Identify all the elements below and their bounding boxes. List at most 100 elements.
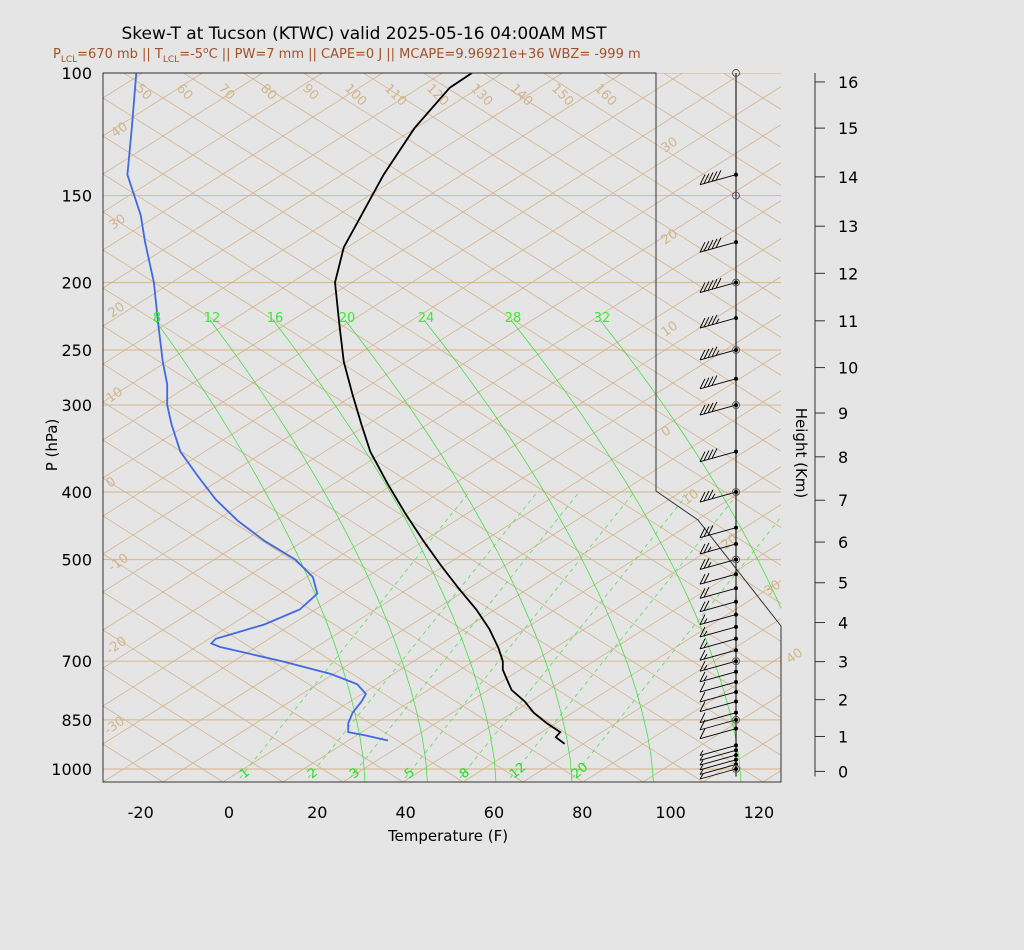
barb-station-dot xyxy=(734,612,738,617)
wind-barb xyxy=(699,375,738,390)
wind-barb xyxy=(699,659,738,672)
dry-adiabat-line xyxy=(103,667,284,782)
moist-adiabat-label: 24 xyxy=(418,311,435,326)
height-tick-label: 16 xyxy=(838,73,858,92)
height-tick-label: 13 xyxy=(838,217,858,236)
barb-station-dot xyxy=(734,376,738,381)
dry-adiabat-line xyxy=(122,73,781,490)
mixing-ratio-line xyxy=(571,516,781,779)
wind-barb xyxy=(699,525,738,539)
moist-adiabat-line xyxy=(510,319,742,782)
dry-adiabat-line xyxy=(103,591,404,782)
barb-level-marker xyxy=(732,401,740,410)
height-tick-label: 7 xyxy=(838,491,848,510)
barb-station-dot xyxy=(734,624,738,629)
wind-barb xyxy=(699,489,738,503)
mixing-ratio-label: 12 xyxy=(507,760,529,782)
isotherm-line xyxy=(103,73,264,175)
mixing-ratio-line xyxy=(349,490,581,779)
isotherm-line xyxy=(642,694,781,782)
height-tick-label: 3 xyxy=(838,653,848,672)
isotherm-line xyxy=(702,732,781,782)
mixing-ratio-line xyxy=(404,490,636,779)
barb-station-dot xyxy=(734,669,738,674)
height-axis-label: Height (Km) xyxy=(792,408,810,499)
dry-adiabat-line xyxy=(103,439,644,782)
isotherm-line xyxy=(103,352,781,782)
isotherm-label: -20 xyxy=(104,634,130,658)
temperature-tick-label: 40 xyxy=(395,803,415,822)
dry-adiabat-line xyxy=(103,477,584,782)
moist-adiabat-label: 12 xyxy=(204,311,221,326)
moist-adiabat-label: 20 xyxy=(339,311,356,326)
isotherm-label: 10 xyxy=(680,486,702,508)
dry-adiabat-line xyxy=(542,73,781,224)
temperature-tick-label: 20 xyxy=(307,803,327,822)
isotherm-line xyxy=(943,22,1024,782)
chart-title: Skew-T at Tucson (KTWC) valid 2025-05-16… xyxy=(121,24,607,44)
isotherm-label: 30 xyxy=(107,211,129,233)
wind-barb xyxy=(699,669,738,683)
barb-station-dot xyxy=(734,240,738,245)
dry-adiabat-line xyxy=(302,73,781,376)
pressure-tick-label: 400 xyxy=(61,483,92,502)
wind-barb xyxy=(699,557,738,570)
barb-station-dot xyxy=(734,648,738,653)
height-tick-label: 9 xyxy=(838,404,848,423)
pressure-tick-label: 850 xyxy=(61,711,92,730)
isotherm-label: -10 xyxy=(106,551,132,575)
barb-station-dot xyxy=(734,347,738,352)
isotherm-line xyxy=(103,238,781,669)
isotherm-line xyxy=(883,22,1024,782)
isotherm-label: 10 xyxy=(659,318,681,340)
barb-station-dot xyxy=(734,717,738,722)
isotherm-label: 20 xyxy=(106,299,128,321)
height-tick-label: 12 xyxy=(838,264,858,283)
temperature-tick-label: 0 xyxy=(224,803,234,822)
temperature-tick-label: 100 xyxy=(655,803,686,822)
isotherm-line xyxy=(103,73,624,403)
isotherm-line xyxy=(0,22,43,782)
isotherm-line xyxy=(162,390,781,782)
dry-adiabat-line xyxy=(482,73,781,262)
barb-station-dot xyxy=(734,280,738,285)
dry-adiabat-line xyxy=(103,97,781,528)
subtitle-tlcl-sub: LCL xyxy=(163,55,179,65)
isotherm-label: 120 xyxy=(423,81,451,109)
temperature-tick-label: 60 xyxy=(484,803,504,822)
dry-adiabat-line xyxy=(103,629,344,782)
temperature-tick-label: 80 xyxy=(572,803,592,822)
wind-barb xyxy=(699,541,738,555)
barb-station-dot xyxy=(734,757,738,762)
barb-station-dot xyxy=(734,636,738,641)
pressure-tick-label: 1000 xyxy=(51,760,92,779)
dry-adiabat-line xyxy=(103,287,781,718)
barb-level-marker xyxy=(732,715,740,724)
barb-level-marker xyxy=(732,765,740,773)
isotherm-label: 10 xyxy=(104,384,126,406)
barb-level-marker xyxy=(732,555,740,564)
barb-station-dot xyxy=(734,490,738,495)
barb-station-dot xyxy=(734,699,738,704)
height-tick-label: 1 xyxy=(838,727,848,746)
wind-barb xyxy=(699,314,738,329)
barb-station-dot xyxy=(734,767,738,771)
x-axis-label: Temperature (F) xyxy=(387,827,508,845)
dry-adiabat-line xyxy=(662,73,781,148)
chart-subtitle: PLCL=670 mb || TLCL=-5oC || PW=7 mm || C… xyxy=(53,46,641,65)
mixing-ratio-label: 2 xyxy=(305,765,321,782)
pressure-tick-label: 250 xyxy=(61,341,92,360)
dry-adiabat-line xyxy=(103,363,764,782)
isotherm-label: 90 xyxy=(299,81,321,103)
isotherm-line xyxy=(103,73,564,365)
isotherm-line xyxy=(222,428,781,782)
height-tick-label: 0 xyxy=(838,762,848,781)
barb-station-dot xyxy=(734,586,738,591)
isotherm-label: 0 xyxy=(104,474,119,491)
dry-adiabat-line xyxy=(362,73,781,338)
isotherm-label: 80 xyxy=(257,81,279,103)
dry-adiabat-line xyxy=(722,73,781,110)
barb-level-marker xyxy=(732,69,740,77)
isotherm-line xyxy=(462,580,781,782)
